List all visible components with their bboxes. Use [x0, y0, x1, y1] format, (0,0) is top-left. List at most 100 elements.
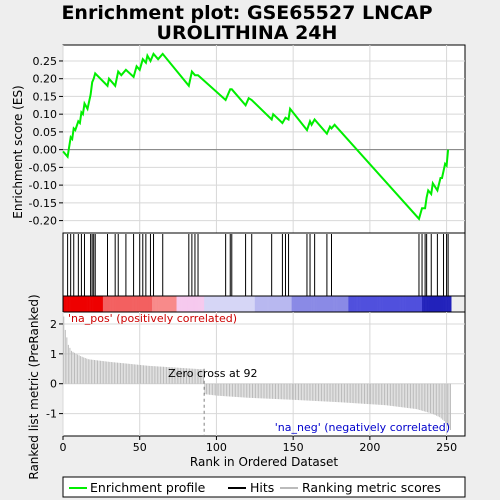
es-y-axis-label: Enrichment score (ES) [11, 85, 25, 218]
color-bar-segment [87, 296, 90, 312]
color-bar-segment [354, 296, 357, 312]
metric-tick-label: -1 [46, 408, 57, 421]
color-bar-segment [372, 296, 375, 312]
color-bar-segment [339, 296, 342, 312]
ranking-color-bar [62, 295, 466, 313]
color-bar-segment [296, 296, 299, 312]
color-bar-segment [290, 296, 292, 312]
color-bar-segment [334, 296, 337, 312]
chart-title-line-1: Enrichment plot: GSE65527 LNCAP [61, 2, 432, 24]
color-bar-segment [242, 296, 245, 312]
color-bar-segment [308, 296, 311, 312]
color-bar-segment [244, 296, 246, 312]
color-bar-segment [67, 296, 70, 312]
color-bar-segment [102, 296, 105, 312]
color-bar-segment [282, 296, 285, 312]
color-bar-segment [196, 296, 199, 312]
color-bar-segment [81, 296, 84, 312]
color-bar-segment [90, 296, 93, 312]
color-bar-segment [262, 296, 265, 312]
color-bar-segment [151, 296, 154, 312]
color-bar-segment [72, 296, 75, 312]
color-bar-segment [294, 296, 297, 312]
color-bar-segment [362, 296, 365, 312]
color-bar-segment [115, 296, 118, 312]
es-y-ticks: 0.25 0.20 0.15 0.10 0.05 0.00 -0.05 -0.10 -0.15 -… [29, 55, 63, 228]
color-bar-segment [357, 296, 360, 312]
color-bar-segment [267, 296, 269, 312]
color-bar-segment [379, 296, 381, 312]
color-bar-segment [271, 296, 274, 312]
color-bar-segment [136, 296, 139, 312]
color-bar-segment [191, 296, 194, 312]
color-bar-segment [337, 296, 340, 312]
color-bar-segment [207, 296, 210, 312]
color-bar-segment [188, 296, 191, 312]
metric-tick-label: 2 [50, 318, 57, 331]
color-bar-segment [130, 296, 133, 312]
color-bar-segment [325, 296, 328, 312]
color-bar-segment [342, 296, 345, 312]
chart-title-line-2: UROLITHINA 24H [157, 22, 338, 44]
color-bar-segment [234, 296, 237, 312]
color-bar-segment [247, 296, 249, 312]
color-bar-segment [440, 296, 443, 312]
color-bar-segment [221, 296, 223, 312]
color-bar-segment [328, 296, 331, 312]
color-bar-segment [164, 296, 167, 312]
color-bar-segment [118, 296, 121, 312]
color-bar-segment [274, 296, 277, 312]
color-bar-segment [345, 296, 348, 312]
color-bar-segment [237, 296, 240, 312]
color-bar-segment [135, 296, 137, 312]
color-bar-segment [254, 296, 257, 312]
color-bar-segment [449, 296, 452, 312]
color-bar-segment [217, 296, 220, 312]
color-bar-segment [259, 296, 262, 312]
color-bar-segment [214, 296, 217, 312]
color-bar-segment [277, 296, 280, 312]
color-bar-segment [273, 296, 276, 312]
color-bar-segment [112, 296, 114, 312]
ranking-metric-bars [63, 316, 451, 431]
color-bar-segment [78, 296, 81, 312]
color-bar-segment [383, 296, 386, 312]
color-bar-segment [348, 296, 351, 312]
color-bar-segment [248, 296, 251, 312]
color-bar-segment [182, 296, 185, 312]
color-bar-segment [293, 296, 295, 312]
color-bar-segment [405, 296, 407, 312]
color-bar-segment [178, 296, 180, 312]
x-axis-label: Rank in Ordered Dataset [190, 455, 338, 469]
color-bar-segment [204, 296, 206, 312]
es-panel [62, 44, 466, 234]
color-bar-segment [406, 296, 409, 312]
x-tick-label: 250 [436, 441, 457, 454]
color-bar-segment [201, 296, 203, 312]
color-bar-segment [395, 296, 398, 312]
color-bar-segment [333, 296, 335, 312]
color-bar-segment [69, 296, 71, 312]
color-bar-segment [171, 296, 174, 312]
metric-tick-label: 0 [50, 378, 57, 391]
color-bar-segment [101, 296, 104, 312]
color-bar-segment [121, 296, 124, 312]
color-bar-segment [310, 296, 312, 312]
color-bar-segment [79, 296, 82, 312]
x-tick-label: 200 [359, 441, 380, 454]
color-bar-segment [109, 296, 111, 312]
color-bar-segment [322, 296, 325, 312]
color-bar-segment [139, 296, 142, 312]
color-bar-segment [82, 296, 85, 312]
color-bar-segment [397, 296, 400, 312]
color-bar-segment [89, 296, 91, 312]
color-bar-segment [224, 296, 226, 312]
es-tick-label: -0.05 [29, 161, 57, 174]
color-bar-segment [280, 296, 283, 312]
es-tick-label: 0.20 [33, 73, 58, 86]
color-bar-segment [245, 296, 248, 312]
color-bar-segment [438, 296, 441, 312]
color-bar-segment [376, 296, 378, 312]
color-bar-segment [145, 296, 148, 312]
